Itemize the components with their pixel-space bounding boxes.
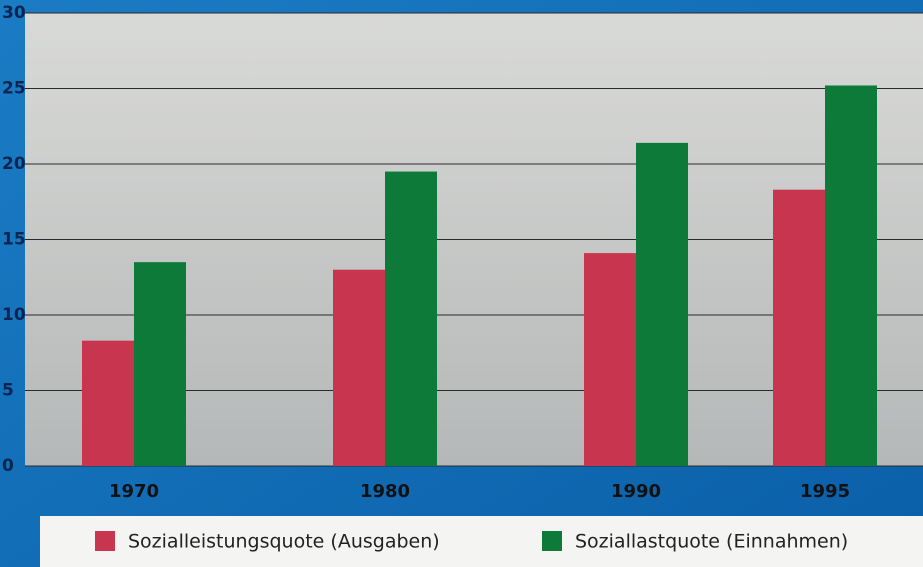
- bar: [134, 262, 186, 466]
- y-tick-label: 20: [2, 154, 26, 174]
- x-tick-label: 1990: [611, 481, 661, 502]
- bar: [636, 142, 688, 467]
- bar: [82, 340, 134, 466]
- y-tick-label: 30: [2, 3, 26, 23]
- y-tick-label: 0: [2, 456, 14, 476]
- y-tick-label: 15: [2, 230, 26, 250]
- legend-label: Soziallastquote (Einnahmen): [575, 531, 848, 553]
- y-tick-label: 5: [2, 381, 14, 401]
- bar: [385, 171, 437, 467]
- bar: [584, 253, 636, 466]
- legend-label: Sozialleistungsquote (Ausgaben): [128, 531, 440, 553]
- y-tick-label: 10: [2, 305, 26, 325]
- bar: [825, 85, 877, 466]
- x-tick-label: 1970: [109, 481, 159, 502]
- x-tick-label: 1995: [800, 481, 850, 502]
- y-tick-label: 25: [2, 79, 26, 99]
- legend: [40, 516, 923, 567]
- x-tick-label: 1980: [360, 481, 410, 502]
- legend-swatch: [542, 531, 562, 551]
- bar: [333, 269, 385, 466]
- bar: [773, 189, 825, 467]
- legend-swatch: [95, 531, 115, 551]
